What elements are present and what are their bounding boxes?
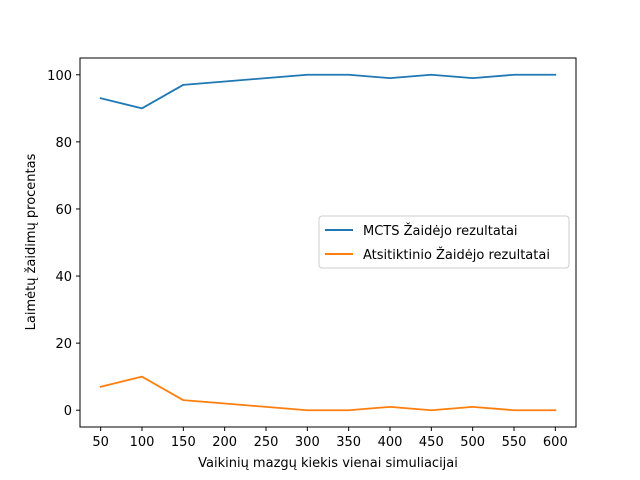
x-axis: 50 100 150 200 250 300 350 400 450 500 550 600 xyxy=(92,427,568,450)
x-tick-label: 600 xyxy=(543,435,568,450)
legend-label-mcts: MCTS Žaidėjo rezultatai xyxy=(363,223,518,239)
x-tick-label: 450 xyxy=(419,435,444,450)
x-axis-label: Vaikinių mazgų kiekis vienai simuliacija… xyxy=(198,456,458,471)
y-tick-label: 20 xyxy=(55,337,72,352)
axes-frame xyxy=(79,57,577,428)
series-line-0 xyxy=(99,73,557,110)
y-tick-label: 60 xyxy=(55,203,72,218)
x-tick-label: 500 xyxy=(460,435,485,450)
x-tick-label: 50 xyxy=(92,435,109,450)
series-line-1 xyxy=(99,375,557,412)
x-tick-label: 250 xyxy=(254,435,279,450)
y-axis: 0 20 40 60 80 100 xyxy=(47,69,80,419)
x-tick-label: 400 xyxy=(378,435,403,450)
y-tick-label: 0 xyxy=(64,404,72,419)
x-tick-label: 200 xyxy=(212,435,237,450)
y-tick-label: 100 xyxy=(47,69,72,84)
y-tick-label: 80 xyxy=(55,136,72,151)
x-tick-label: 550 xyxy=(502,435,527,450)
legend: MCTS Žaidėjo rezultatai Atsitiktinio Žai… xyxy=(318,215,570,269)
x-tick-label: 100 xyxy=(130,435,155,450)
legend-box xyxy=(318,215,570,269)
x-tick-label: 350 xyxy=(336,435,361,450)
legend-label-random: Atsitiktinio Žaidėjo rezultatai xyxy=(363,247,550,263)
series-layer xyxy=(99,73,557,412)
y-axis-label: Laimėtų žaidimų procentas xyxy=(24,153,39,330)
x-tick-label: 150 xyxy=(171,435,196,450)
x-tick-label: 300 xyxy=(295,435,320,450)
y-tick-label: 40 xyxy=(55,270,72,285)
